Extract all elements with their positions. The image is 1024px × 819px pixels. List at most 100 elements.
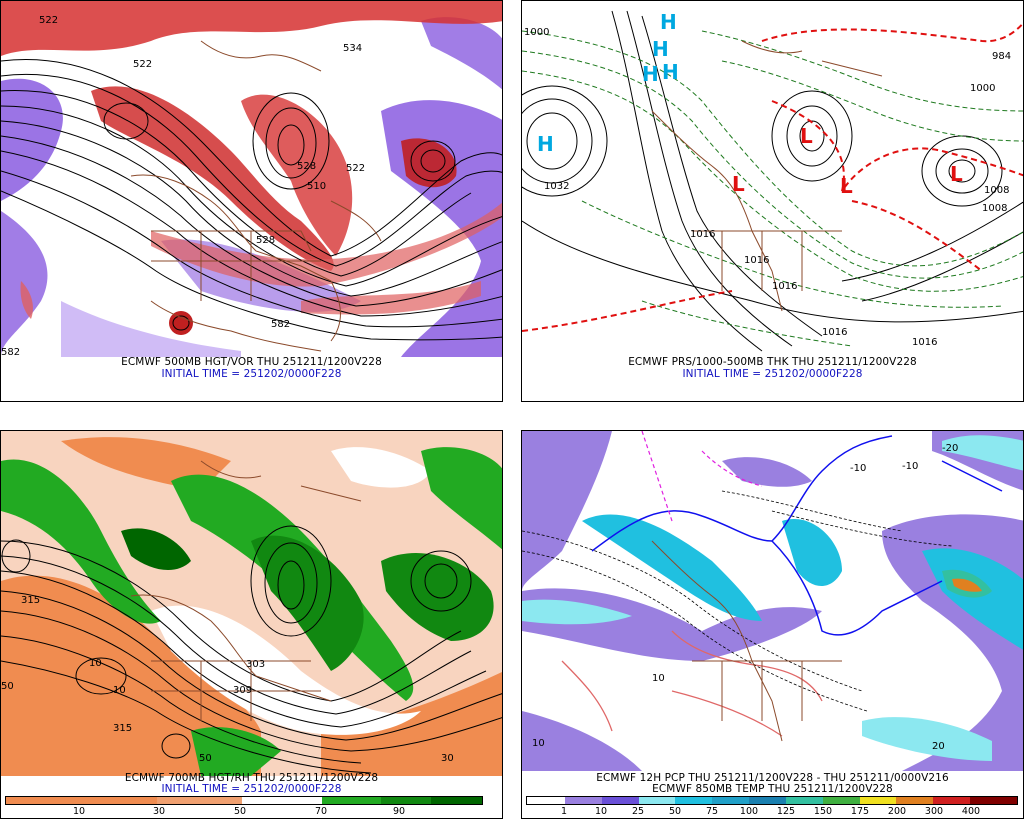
panel-precip-850mb-temp: -10 -10 -20 10 20 10 ECMWF 12H PCP THU 2… — [521, 430, 1024, 819]
svg-text:-20: -20 — [942, 443, 958, 454]
rh-swatch — [242, 797, 322, 804]
svg-text:1016: 1016 — [912, 337, 937, 348]
precip-tick: 400 — [961, 806, 981, 817]
contour-labels: 522 534 522 528 510 522 528 582 582 — [1, 15, 365, 357]
svg-text:582: 582 — [1, 347, 20, 357]
svg-text:1016: 1016 — [772, 281, 797, 292]
caption-initial-time: INITIAL TIME = 251202/0000F228 — [682, 368, 863, 380]
contour-labels: 1000 1032 1016 1008 984 1016 1016 1000 1… — [524, 27, 1011, 348]
caption-title: ECMWF 500MB HGT/VOR THU 251211/1200V228 — [121, 356, 382, 368]
svg-text:H: H — [537, 132, 554, 156]
svg-text:-10: -10 — [902, 461, 918, 472]
precip-swatch — [749, 797, 786, 804]
precip-swatch — [785, 797, 823, 804]
panel-700mb-hgt-rh: 315 309 303 10 10 50 50 315 30 ECMWF 700… — [0, 430, 503, 819]
svg-text:315: 315 — [113, 723, 132, 734]
precip-swatch — [896, 797, 934, 804]
rh-tick: 50 — [233, 806, 247, 817]
svg-text:1008: 1008 — [984, 185, 1009, 196]
svg-text:H: H — [662, 60, 679, 84]
precip-swatch — [933, 797, 971, 804]
precip-swatch — [970, 797, 1017, 804]
precip-swatch — [564, 797, 602, 804]
svg-text:510: 510 — [307, 181, 326, 192]
contour-labels: -10 -10 -20 10 20 10 — [532, 443, 958, 752]
caption-initial-time: INITIAL TIME = 251202/0000F228 — [161, 783, 342, 795]
svg-text:1016: 1016 — [822, 327, 847, 338]
svg-text:10: 10 — [532, 738, 545, 749]
precip-swatch — [638, 797, 676, 804]
rh-tick: 70 — [314, 806, 328, 817]
svg-text:1032: 1032 — [544, 181, 569, 192]
svg-text:20: 20 — [932, 741, 945, 752]
caption-title: ECMWF PRS/1000-500MB THK THU 251211/1200… — [628, 356, 917, 368]
svg-text:984: 984 — [992, 51, 1011, 62]
precip-tick: 125 — [776, 806, 796, 817]
svg-text:H: H — [660, 10, 677, 34]
svg-text:50: 50 — [199, 753, 212, 764]
rh-colorbar-swatches — [5, 796, 483, 805]
svg-text:1000: 1000 — [970, 83, 995, 94]
svg-text:1008: 1008 — [982, 203, 1007, 214]
caption-title: ECMWF 12H PCP THU 251211/1200V228 - THU … — [596, 772, 949, 784]
svg-text:1016: 1016 — [690, 229, 715, 240]
svg-text:50: 50 — [1, 681, 14, 692]
precip-swatch — [859, 797, 897, 804]
precip-swatch — [712, 797, 750, 804]
caption-initial-time: INITIAL TIME = 251202/0000F228 — [161, 368, 342, 380]
map-sea-level-pressure: H H H H H L L L L 1000 1032 1016 1008 98… — [522, 1, 1023, 357]
precip-tick: 150 — [813, 806, 833, 817]
panel-pressure-thickness: H H H H H L L L L 1000 1032 1016 1008 98… — [521, 0, 1024, 402]
precip-tick: 200 — [887, 806, 907, 817]
precip-colorbar-swatches — [526, 796, 1018, 805]
contour-labels: 315 309 303 10 10 50 50 315 30 — [1, 595, 454, 764]
precip-tick: 50 — [668, 806, 682, 817]
precip-colorbar: 1 10 25 50 75 100 125 150 175 200 300 40… — [526, 796, 1018, 818]
svg-text:534: 534 — [343, 43, 362, 54]
svg-text:L: L — [800, 124, 813, 148]
precip-tick: 1 — [560, 806, 568, 817]
rh-tick: 10 — [72, 806, 86, 817]
svg-text:L: L — [950, 162, 963, 186]
map-500mb-vorticity: 522 534 522 528 510 522 528 582 582 — [1, 1, 502, 357]
svg-text:H: H — [652, 37, 669, 61]
rh-swatch — [321, 797, 382, 804]
svg-text:1016: 1016 — [744, 255, 769, 266]
precip-swatch — [675, 797, 713, 804]
precip-swatch — [601, 797, 639, 804]
map-700mb-humidity: 315 309 303 10 10 50 50 315 30 — [1, 431, 502, 776]
svg-text:10: 10 — [113, 685, 126, 696]
svg-text:30: 30 — [441, 753, 454, 764]
precip-swatch — [527, 797, 565, 804]
precip-swatch — [822, 797, 860, 804]
svg-text:582: 582 — [271, 319, 290, 330]
precip-tick: 10 — [594, 806, 608, 817]
svg-text:H: H — [642, 62, 659, 86]
rh-tick: 90 — [392, 806, 406, 817]
svg-text:1000: 1000 — [524, 27, 549, 38]
rh-swatch — [157, 797, 242, 804]
svg-text:L: L — [732, 172, 745, 196]
svg-text:L: L — [840, 174, 853, 198]
rh-swatch — [6, 797, 158, 804]
svg-text:309: 309 — [233, 685, 252, 696]
svg-text:522: 522 — [346, 163, 365, 174]
svg-text:-10: -10 — [850, 463, 866, 474]
svg-text:315: 315 — [21, 595, 40, 606]
rh-swatch — [431, 797, 482, 804]
svg-text:303: 303 — [246, 659, 265, 670]
svg-text:528: 528 — [297, 161, 316, 172]
map-precipitation: -10 -10 -20 10 20 10 — [522, 431, 1023, 771]
precip-tick: 75 — [705, 806, 719, 817]
rh-tick: 30 — [152, 806, 166, 817]
svg-text:10: 10 — [89, 658, 102, 669]
precip-tick: 300 — [924, 806, 944, 817]
precip-tick: 25 — [631, 806, 645, 817]
svg-text:528: 528 — [256, 235, 275, 246]
svg-text:10: 10 — [652, 673, 665, 684]
precip-tick: 175 — [850, 806, 870, 817]
caption-temp: ECMWF 850MB TEMP THU 251211/1200V228 — [652, 783, 893, 795]
svg-text:522: 522 — [133, 59, 152, 70]
rh-swatch — [381, 797, 432, 804]
svg-text:522: 522 — [39, 15, 58, 26]
